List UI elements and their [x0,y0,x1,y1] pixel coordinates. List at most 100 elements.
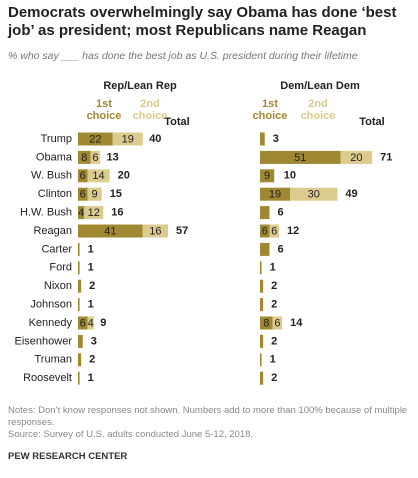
bar-segment [87,169,110,183]
bar-segment [260,316,273,330]
bar-total [260,279,264,293]
bar-total [260,206,270,220]
total-header: Total [164,116,189,128]
legend-label: 2nd choice [300,98,336,122]
total-label: 14 [290,317,303,329]
total-label: 16 [111,207,123,219]
total-label: 71 [380,151,392,163]
total-label: 2 [271,299,277,311]
bar-segment [78,169,88,183]
brand: PEW RESEARCH CENTER [8,451,128,462]
total-label: 6 [277,243,283,255]
bar-total [78,279,82,293]
bar-segment [87,316,94,330]
bar-segment [290,187,338,201]
bar-segment [260,187,291,201]
total-label: 49 [345,188,357,200]
bar-total [78,242,80,256]
total-label: 2 [89,354,95,366]
total-label: 15 [110,188,122,200]
bar-segment [90,150,101,164]
source: Source: Survey of U.S. adults conducted … [8,429,254,440]
bar-segment [269,224,279,238]
total-label: 2 [89,280,95,292]
category-label: Truman [35,354,73,366]
panel-title: Dem/Lean Dem [280,80,360,92]
total-label: 3 [91,335,97,347]
segment-label: 6 [274,317,280,329]
segment-label: 6 [80,317,86,329]
total-label: 20 [118,170,130,182]
segment-label: 22 [89,133,101,145]
segment-label: 6 [80,189,86,201]
bar-total [78,353,82,367]
bar-total [260,334,264,348]
segment-label: 19 [122,133,134,145]
bar-segment [260,150,341,164]
total-label: 1 [270,354,276,366]
total-label: 9 [100,317,106,329]
bar-total [260,132,265,146]
bar-segment [260,169,275,183]
bar-segment [112,132,143,146]
segment-label: 14 [92,170,104,182]
total-header: Total [359,116,384,128]
bar-total [78,298,80,312]
segment-label: 30 [308,189,320,201]
category-label: H.W. Bush [20,207,72,219]
total-label: 1 [88,299,94,311]
bar-segment [260,224,270,238]
segment-label: 8 [81,152,87,164]
segment-label: 4 [88,317,94,329]
segment-label: 9 [264,170,270,182]
category-label: Roosevelt [23,372,72,384]
category-label: Carter [41,243,72,255]
total-label: 13 [107,151,119,163]
segment-label: 6 [271,225,277,237]
total-label: 1 [88,243,94,255]
segment-label: 6 [92,152,98,164]
bar-segment [142,224,169,238]
bar-total [260,242,270,256]
category-label: Obama [36,151,73,163]
total-label: 1 [270,262,276,274]
total-label: 2 [271,372,277,384]
segment-label: 20 [350,152,362,164]
category-label: W. Bush [31,170,72,182]
category-label: Johnson [30,299,72,311]
segment-label: 19 [269,189,281,201]
total-label: 57 [176,225,188,237]
bar-segment [78,150,91,164]
bar-segment [272,316,283,330]
total-label: 1 [88,262,94,274]
bar-segment [78,224,143,238]
category-label: Nixon [44,280,72,292]
category-label: Eisenhower [15,335,73,347]
legend-item: 2nd choice [132,98,168,122]
legend-item: 2nd choice [300,98,336,122]
total-label: 2 [271,335,277,347]
bar-segment [78,316,88,330]
total-label: 2 [271,280,277,292]
bar-segment [78,187,88,201]
category-label: Kennedy [29,317,73,329]
category-label: Reagan [33,225,72,237]
subtitle: % who say ___ has done the best job as U… [8,50,358,62]
title: Democrats overwhelmingly say Obama has d… [8,4,397,39]
legend-label: 1st choice [86,98,122,122]
bar-segment [84,206,104,220]
total-label: 12 [287,225,299,237]
bar-total [260,371,264,385]
bar-total [260,261,262,275]
legend-item: 1st choice [86,98,122,122]
segment-label: 4 [78,207,84,219]
total-label: 6 [277,207,283,219]
total-label: 10 [284,170,296,182]
segment-label: 6 [262,225,268,237]
segment-label: 6 [80,170,86,182]
segment-label: 12 [88,207,100,219]
total-label: 1 [88,372,94,384]
legend-label: 2nd choice [132,98,168,122]
